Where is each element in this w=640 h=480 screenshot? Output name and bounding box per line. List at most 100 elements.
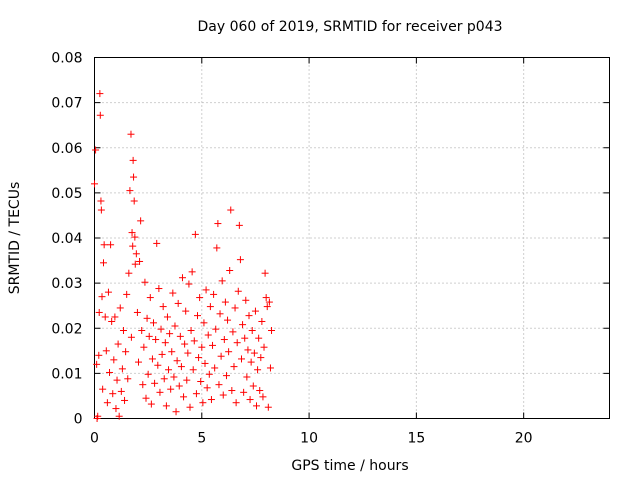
data-point (97, 206, 105, 214)
data-point (131, 260, 139, 268)
data-point (134, 358, 142, 366)
data-point (264, 403, 272, 411)
data-point (203, 384, 211, 392)
data-point (123, 290, 131, 298)
data-point (210, 290, 218, 298)
data-point (211, 364, 219, 372)
y-tick-label: 0.07 (51, 96, 82, 112)
data-point (117, 387, 125, 395)
data-point (231, 304, 239, 312)
data-point (259, 393, 267, 401)
data-point (200, 319, 208, 327)
data-point (235, 221, 243, 229)
data-point (212, 325, 220, 333)
data-point (98, 293, 106, 301)
data-point (216, 310, 224, 318)
data-point (191, 230, 199, 238)
data-point (124, 375, 132, 383)
data-point (204, 331, 212, 339)
data-point (109, 390, 117, 398)
data-point (218, 277, 226, 285)
data-point (168, 348, 176, 356)
data-point (199, 399, 207, 407)
data-point (139, 381, 147, 389)
data-point (186, 403, 194, 411)
data-point (115, 412, 123, 420)
y-tick-label: 0.04 (51, 231, 82, 247)
data-point (194, 312, 201, 320)
data-point (101, 313, 109, 321)
data-point (215, 381, 223, 389)
data-point (171, 322, 179, 330)
data-point (190, 337, 198, 345)
data-point (95, 351, 103, 359)
data-point (132, 250, 140, 258)
data-point (100, 259, 108, 267)
data-point (100, 241, 108, 249)
data-point (91, 180, 98, 188)
data-point (94, 412, 102, 420)
data-point (127, 130, 135, 138)
data-point (152, 336, 160, 344)
data-point (217, 352, 225, 360)
data-point (178, 274, 186, 282)
y-tick-label: 0 (74, 412, 83, 428)
data-point (209, 341, 217, 349)
data-point (184, 349, 192, 357)
data-point (243, 373, 251, 381)
data-point (157, 325, 165, 333)
data-point (118, 365, 126, 373)
data-point (230, 363, 238, 371)
data-point (262, 294, 270, 302)
data-point (183, 376, 191, 384)
data-point (141, 278, 149, 286)
data-point (205, 370, 213, 378)
data-point (151, 379, 159, 387)
data-point (170, 373, 178, 381)
data-point (160, 375, 168, 383)
x-axis-label: GPS time / hours (291, 458, 408, 474)
data-point (106, 368, 114, 376)
data-point (254, 366, 262, 374)
data-point (111, 313, 119, 321)
data-point (130, 197, 138, 205)
data-point (213, 244, 221, 252)
data-point (131, 233, 139, 241)
data-point (128, 229, 136, 237)
data-point (114, 340, 122, 348)
y-tick-label: 0.01 (51, 366, 82, 382)
data-point (257, 354, 265, 362)
data-point (251, 307, 259, 315)
data-point (146, 294, 154, 302)
data-point (102, 347, 110, 355)
data-point (197, 377, 205, 385)
data-point (224, 316, 232, 324)
data-point (129, 156, 137, 164)
data-point (261, 269, 269, 277)
data-point (166, 330, 174, 338)
data-point (187, 327, 195, 335)
data-point (255, 334, 263, 342)
data-point (175, 382, 183, 390)
plot-frame (94, 57, 610, 419)
data-point (169, 289, 177, 297)
data-point (150, 319, 158, 327)
data-point (96, 90, 104, 98)
y-tick-label: 0.02 (51, 321, 82, 337)
data-point (180, 393, 188, 401)
data-point (162, 402, 170, 410)
data-point (234, 287, 242, 295)
x-tick-label: 10 (300, 431, 318, 447)
data-point (228, 387, 236, 395)
data-point (173, 357, 181, 365)
data-point (253, 402, 261, 410)
data-point (92, 146, 100, 154)
y-tick-label: 0.06 (51, 141, 82, 157)
x-tick-label: 5 (197, 431, 206, 447)
data-point (116, 304, 124, 312)
data-point (147, 400, 155, 408)
data-point (125, 269, 133, 277)
data-point (95, 308, 103, 316)
data-point (96, 111, 104, 119)
